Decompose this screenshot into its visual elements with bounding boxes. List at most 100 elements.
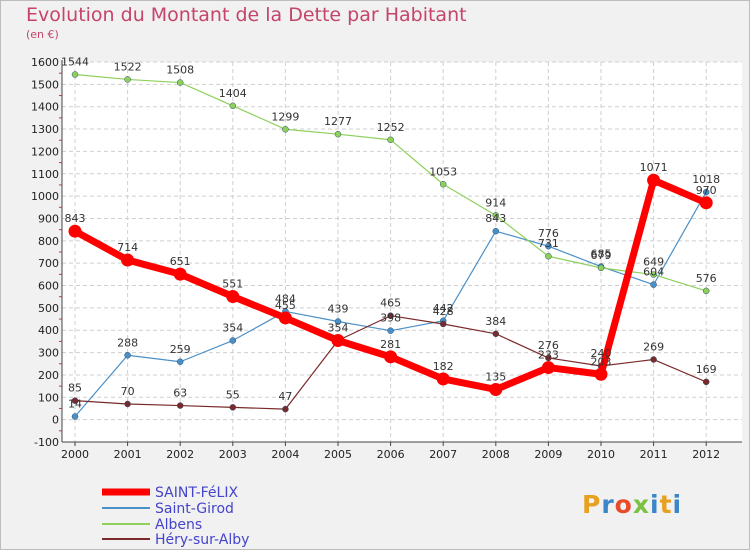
legend-label-1: Saint-Girod	[155, 501, 234, 517]
plot-area	[62, 62, 742, 442]
logo-letter: x	[632, 490, 650, 519]
data-label-2: 1299	[271, 110, 299, 123]
data-point-1	[387, 327, 394, 334]
data-point-3	[650, 356, 657, 363]
data-point-0	[173, 267, 187, 281]
data-label-0: 233	[538, 349, 559, 362]
data-point-2	[176, 79, 184, 86]
chart-title: Evolution du Montant de la Dette par Hab…	[26, 4, 467, 26]
y-tick-label: 1600	[31, 56, 59, 69]
data-label-1: 484	[275, 292, 296, 305]
y-tick-label: 1100	[31, 168, 59, 181]
data-label-1: 776	[538, 227, 559, 240]
data-point-1	[492, 227, 500, 235]
data-point-2	[702, 287, 710, 295]
data-label-3: 85	[68, 382, 82, 395]
y-tick-label: 400	[38, 324, 59, 337]
x-tick-label: 2000	[61, 448, 89, 461]
data-label-3: 47	[278, 390, 292, 403]
data-label-3: 384	[485, 315, 506, 328]
data-point-3	[176, 402, 184, 409]
data-point-2	[124, 76, 131, 83]
data-label-1: 843	[485, 212, 506, 225]
data-point-3	[124, 400, 131, 408]
data-point-0	[384, 350, 398, 364]
data-label-0: 281	[380, 338, 401, 351]
data-point-3	[545, 354, 552, 362]
data-label-0: 714	[117, 241, 138, 254]
y-tick-label: 900	[38, 212, 59, 225]
data-point-0	[121, 253, 135, 267]
x-tick-label: 2002	[166, 448, 194, 461]
x-tick-label: 2012	[692, 448, 720, 461]
data-label-1: 604	[643, 266, 664, 279]
y-tick-label: 600	[38, 280, 59, 293]
data-label-3: 428	[433, 305, 454, 318]
data-point-2	[650, 271, 657, 278]
x-tick-label: 2010	[587, 448, 615, 461]
data-point-2	[229, 102, 237, 110]
data-point-3	[439, 320, 447, 328]
logo-letter: P	[582, 490, 602, 519]
data-label-2: 679	[591, 249, 612, 262]
data-point-1	[71, 413, 79, 420]
data-point-2	[71, 71, 79, 78]
legend-label-3: Héry-sur-Alby	[155, 532, 249, 548]
data-point-3	[492, 330, 500, 338]
data-label-1: 14	[68, 398, 82, 411]
data-point-0	[68, 224, 82, 238]
data-label-0: 135	[485, 370, 506, 383]
x-tick-label: 2001	[114, 448, 142, 461]
data-point-2	[334, 130, 342, 138]
legend-label-0: SAINT-FéLIX	[155, 485, 238, 501]
data-label-2: 649	[643, 256, 664, 269]
data-label-1: 288	[117, 336, 138, 349]
data-label-3: 169	[696, 363, 717, 376]
y-tick-label: 300	[38, 347, 59, 360]
data-point-2	[545, 252, 552, 260]
data-point-0	[226, 289, 240, 303]
data-point-0	[699, 196, 713, 210]
data-label-3: 276	[538, 339, 559, 352]
data-point-2	[439, 181, 447, 188]
data-label-2: 1277	[324, 115, 352, 128]
data-label-2: 1252	[377, 121, 405, 134]
data-point-0	[436, 372, 450, 386]
data-label-0: 970	[696, 184, 717, 197]
data-label-0: 551	[222, 277, 243, 290]
y-tick-label: 700	[38, 257, 59, 270]
data-label-0: 1071	[640, 161, 668, 174]
data-label-3: 269	[643, 341, 664, 354]
proxiti-logo: Proxiti	[582, 490, 682, 519]
data-label-2: 731	[538, 237, 559, 250]
y-tick-label: 100	[38, 391, 59, 404]
x-tick-label: 2003	[219, 448, 247, 461]
data-label-0: 354	[328, 322, 349, 335]
y-tick-label: 800	[38, 235, 59, 248]
data-point-3	[702, 378, 710, 386]
data-point-1	[334, 318, 342, 325]
data-label-2: 914	[485, 196, 506, 209]
x-tick-label: 2009	[534, 448, 562, 461]
x-tick-label: 2005	[324, 448, 352, 461]
logo-letter: i	[672, 490, 683, 519]
x-tick-label: 2011	[640, 448, 668, 461]
data-label-0: 182	[433, 360, 454, 373]
data-label-2: 1544	[61, 56, 89, 69]
data-point-3	[282, 405, 289, 413]
data-label-1: 442	[433, 302, 454, 315]
data-label-1: 439	[328, 303, 349, 316]
data-point-1	[229, 337, 237, 344]
data-label-2: 1404	[219, 87, 247, 100]
x-tick-label: 2007	[429, 448, 457, 461]
data-point-0	[489, 382, 503, 396]
x-tick-label: 2004	[271, 448, 299, 461]
data-point-0	[541, 361, 555, 375]
data-point-2	[282, 126, 289, 133]
y-tick-label: 0	[52, 414, 59, 427]
data-point-3	[229, 404, 237, 411]
data-label-1: 685	[591, 248, 612, 261]
data-point-0	[647, 173, 661, 187]
data-point-1	[545, 242, 552, 250]
